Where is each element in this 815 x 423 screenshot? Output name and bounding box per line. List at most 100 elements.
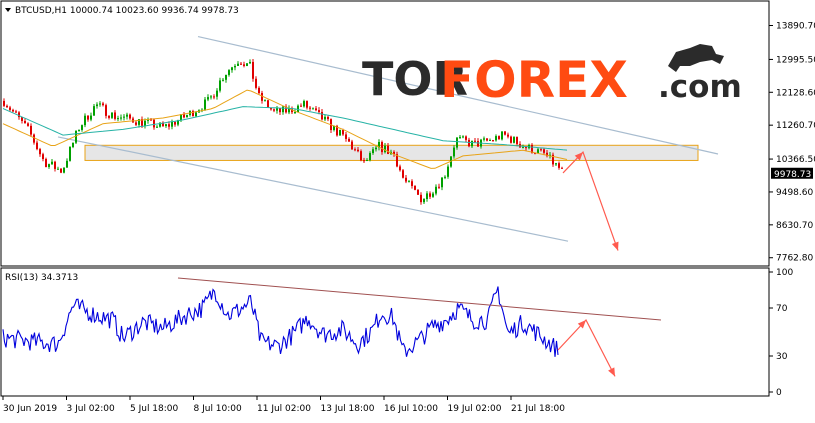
candle-body [327,116,329,120]
candle-body [369,153,371,161]
rsi-tick-label: 70 [776,304,788,314]
candle-body [405,177,407,182]
candle-body [282,106,284,113]
candle-body [186,115,188,118]
candle-body [387,145,389,154]
candle-body [126,114,128,117]
candle-body [456,137,458,148]
candle-body [159,122,161,127]
candle-body [144,120,146,126]
candle-body [375,147,377,150]
candle-body [72,142,74,147]
time-tick-label: 3 Jul 02:00 [67,404,116,414]
candle-body [45,158,47,167]
candle-body [267,100,269,108]
logo-forex-text: FOREX [440,51,628,109]
chart-dropdown-icon[interactable] [5,8,11,12]
last-price-label: 9978.73 [774,170,811,180]
candle-body [462,136,464,138]
candle-body [123,116,125,118]
candle-body [417,189,419,195]
candle-body [513,137,515,143]
candle-body [492,139,494,141]
candle-body [240,63,242,65]
candle-body [87,115,89,120]
candle-body [522,147,524,149]
candle-body [276,108,278,111]
candle-body [441,177,443,188]
candle-body [501,131,503,140]
candle-body [9,107,11,110]
candle-body [81,125,83,130]
candle-body [483,138,485,140]
candle-body [303,101,305,107]
candle-body [378,142,380,148]
time-tick-label: 30 Jun 2019 [3,404,57,414]
candle-body [210,96,212,98]
candle-body [318,110,320,112]
rsi-axis: 100 70 30 0 [769,268,793,398]
candle-body [105,105,107,116]
channel-lower-line [57,136,569,242]
candle-body [510,136,512,143]
candle-body [324,116,326,120]
candle-body [465,136,467,140]
candle-body [252,61,254,79]
price-tick-label: 10366.50 [776,155,815,165]
candle-body [60,168,62,173]
candle-body [366,160,368,162]
candle-body [57,168,59,170]
candle-body [54,161,56,169]
candle-body [111,112,113,118]
candle-body [438,186,440,188]
price-forecast-arrow [562,150,619,251]
candle-body [66,160,68,168]
candle-body [543,149,545,153]
rsi-forecast-arrow-head-2 [608,367,615,377]
price-tick-label: 11260.70 [776,121,815,131]
candle-body [411,181,413,186]
candle-body [27,123,29,126]
candle-body [426,193,428,200]
torforex-logo: TOR FOREX .com [362,44,742,109]
candle-body [429,193,431,197]
candle-body [471,140,473,147]
candle-body [444,176,446,178]
candle-body [294,112,296,114]
candle-body [279,108,281,113]
candle-body [225,74,227,80]
candle-body [21,117,23,121]
candle-body [207,97,209,100]
candle-body [63,167,65,173]
candle-body [156,126,158,128]
candle-body [18,112,20,118]
candle-body [333,125,335,131]
rsi-header: RSI(13) 34.3713 [5,273,78,283]
price-tick-label: 9498.60 [776,188,813,198]
candle-body [534,153,536,155]
candle-body [138,119,140,125]
candle-body [300,105,302,107]
candle-body [453,147,455,157]
price-axis: 13890.70 12995.50 12128.60 11260.70 10366.50… [769,22,815,264]
candle-body [285,106,287,113]
candle-body [537,149,539,154]
candle-body [192,111,194,117]
candle-body [42,154,44,159]
candle-body [552,154,554,165]
candle-body [288,108,290,113]
candle-body [51,161,53,165]
candle-body [432,193,434,197]
price-tick-label: 12128.60 [776,88,815,98]
channel-upper-line [197,35,719,155]
candle-body [315,108,317,111]
candle-body [357,149,359,152]
candle-body [15,111,17,113]
candle-body [165,124,167,127]
candle-body [420,194,422,203]
candle-body [489,139,491,141]
candle-body [150,119,152,121]
candle-body [216,90,218,97]
